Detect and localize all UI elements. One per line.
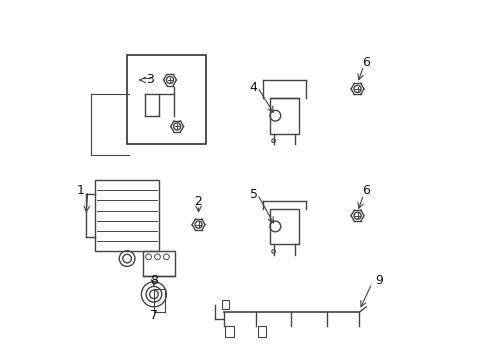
Text: 7: 7	[150, 309, 158, 322]
Text: 1: 1	[77, 184, 85, 197]
Text: 6: 6	[363, 184, 370, 197]
Bar	[225, 327, 234, 337]
Bar	[127, 55, 206, 144]
Bar	[270, 98, 298, 134]
Bar	[258, 327, 267, 337]
Text: 8: 8	[150, 274, 158, 287]
Text: 4: 4	[249, 81, 258, 94]
Bar	[270, 208, 298, 244]
Bar	[222, 300, 229, 309]
Text: 2: 2	[195, 195, 202, 208]
Bar	[95, 180, 159, 251]
Text: 3: 3	[147, 73, 154, 86]
Text: 5: 5	[249, 188, 258, 201]
Bar	[143, 251, 175, 276]
Text: 6: 6	[363, 55, 370, 69]
Text: 9: 9	[375, 274, 383, 287]
